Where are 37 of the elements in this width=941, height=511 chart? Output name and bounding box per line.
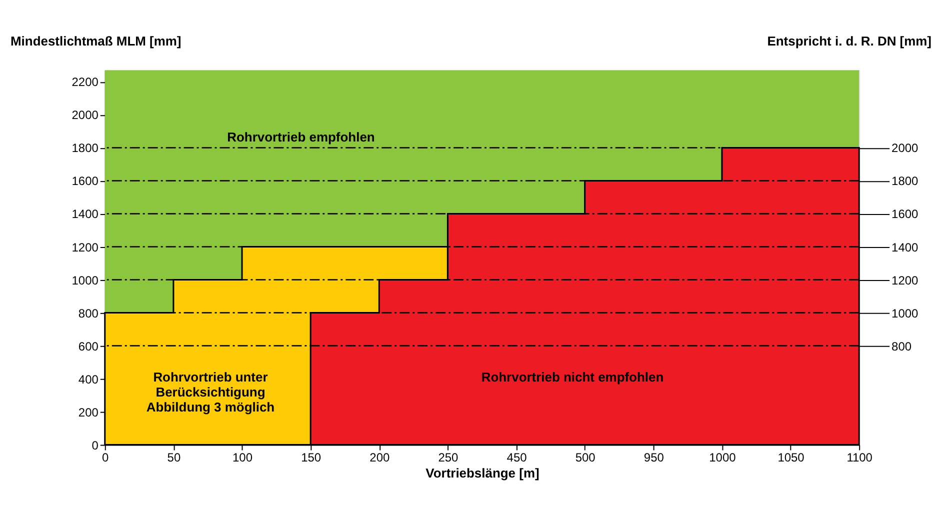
annotation: Rohrvortrieb nicht empfohlen [481, 369, 664, 384]
x-tick-label: 150 [301, 450, 322, 464]
x-tick-label: 200 [370, 450, 390, 464]
x-tick-label: 500 [575, 450, 596, 464]
y2-tick-label: 800 [892, 339, 912, 354]
y-tick-label: 0 [92, 438, 99, 452]
y2-axis-title: Entspricht i. d. R. DN [mm] [767, 34, 932, 49]
x-axis-title: Vortriebslänge [m] [426, 465, 540, 480]
y-tick-label: 200 [78, 405, 99, 420]
y2-tick-label: 1600 [892, 207, 919, 222]
x-tick-label: 100 [232, 450, 253, 464]
x-tick-label: 250 [438, 450, 459, 464]
y-tick-label: 600 [78, 339, 99, 354]
y-tick-label: 1200 [72, 240, 99, 254]
y2-tick-label: 1800 [892, 174, 919, 188]
y-tick-label: 1000 [72, 273, 99, 288]
y2-tick-label: 1000 [892, 306, 919, 320]
y2-tick-label: 2000 [892, 141, 919, 156]
y-tick-label: 1600 [72, 174, 99, 188]
x-tick-label: 1100 [846, 450, 873, 464]
y-tick-label: 800 [78, 306, 99, 320]
annotation: Rohrvortrieb unter Berücksichtigung Abbildung 3 möglich [146, 369, 275, 414]
x-tick-label: 0 [102, 450, 110, 464]
y-tick-label: 400 [78, 372, 99, 386]
y-axis-title: Mindestlichtmaß MLM [mm] [10, 34, 182, 49]
y-tick-label: 1400 [72, 207, 99, 222]
y-tick-label: 2200 [72, 75, 99, 90]
x-tick-label: 450 [506, 450, 528, 464]
x-tick-label: 1050 [778, 450, 805, 464]
annotation: Rohrvortrieb empfohlen [227, 130, 375, 145]
y-tick-label: 1800 [72, 141, 99, 156]
y2-tick-label: 1200 [892, 273, 919, 288]
x-tick-label: 50 [167, 450, 181, 464]
y-tick-label: 2000 [72, 108, 99, 122]
x-tick-label: 1000 [709, 450, 736, 464]
x-tick-label: 950 [644, 450, 664, 464]
y2-tick-label: 1400 [892, 240, 919, 254]
